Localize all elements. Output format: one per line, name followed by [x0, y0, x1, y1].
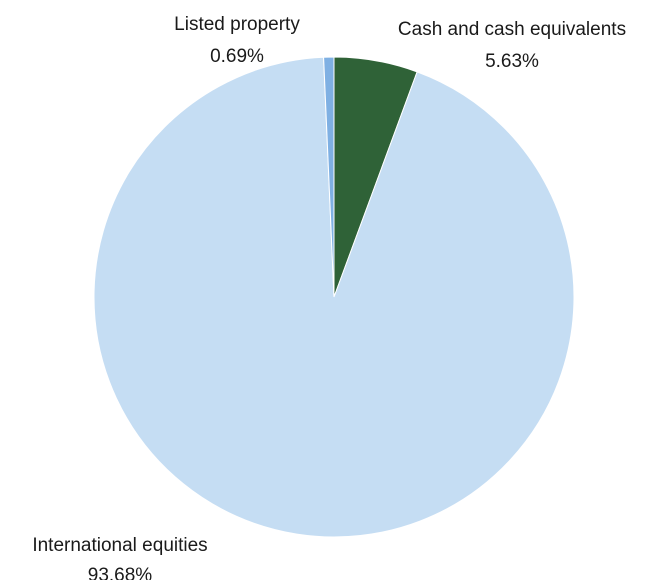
slice-label-listed-property-value: 0.69%: [210, 46, 264, 67]
pie-slice-international-equities: [93, 56, 575, 538]
slice-label-listed-property-name: Listed property: [174, 14, 300, 35]
slice-label-cash-name: Cash and cash equivalents: [398, 19, 626, 40]
slice-label-international-equities-value: 93.68%: [88, 565, 153, 580]
slice-label-cash-value: 5.63%: [485, 51, 539, 72]
pie-slices: [93, 56, 575, 538]
pie-slice-listed-property: [323, 56, 335, 298]
slice-label-international-equities-name: International equities: [32, 535, 207, 556]
